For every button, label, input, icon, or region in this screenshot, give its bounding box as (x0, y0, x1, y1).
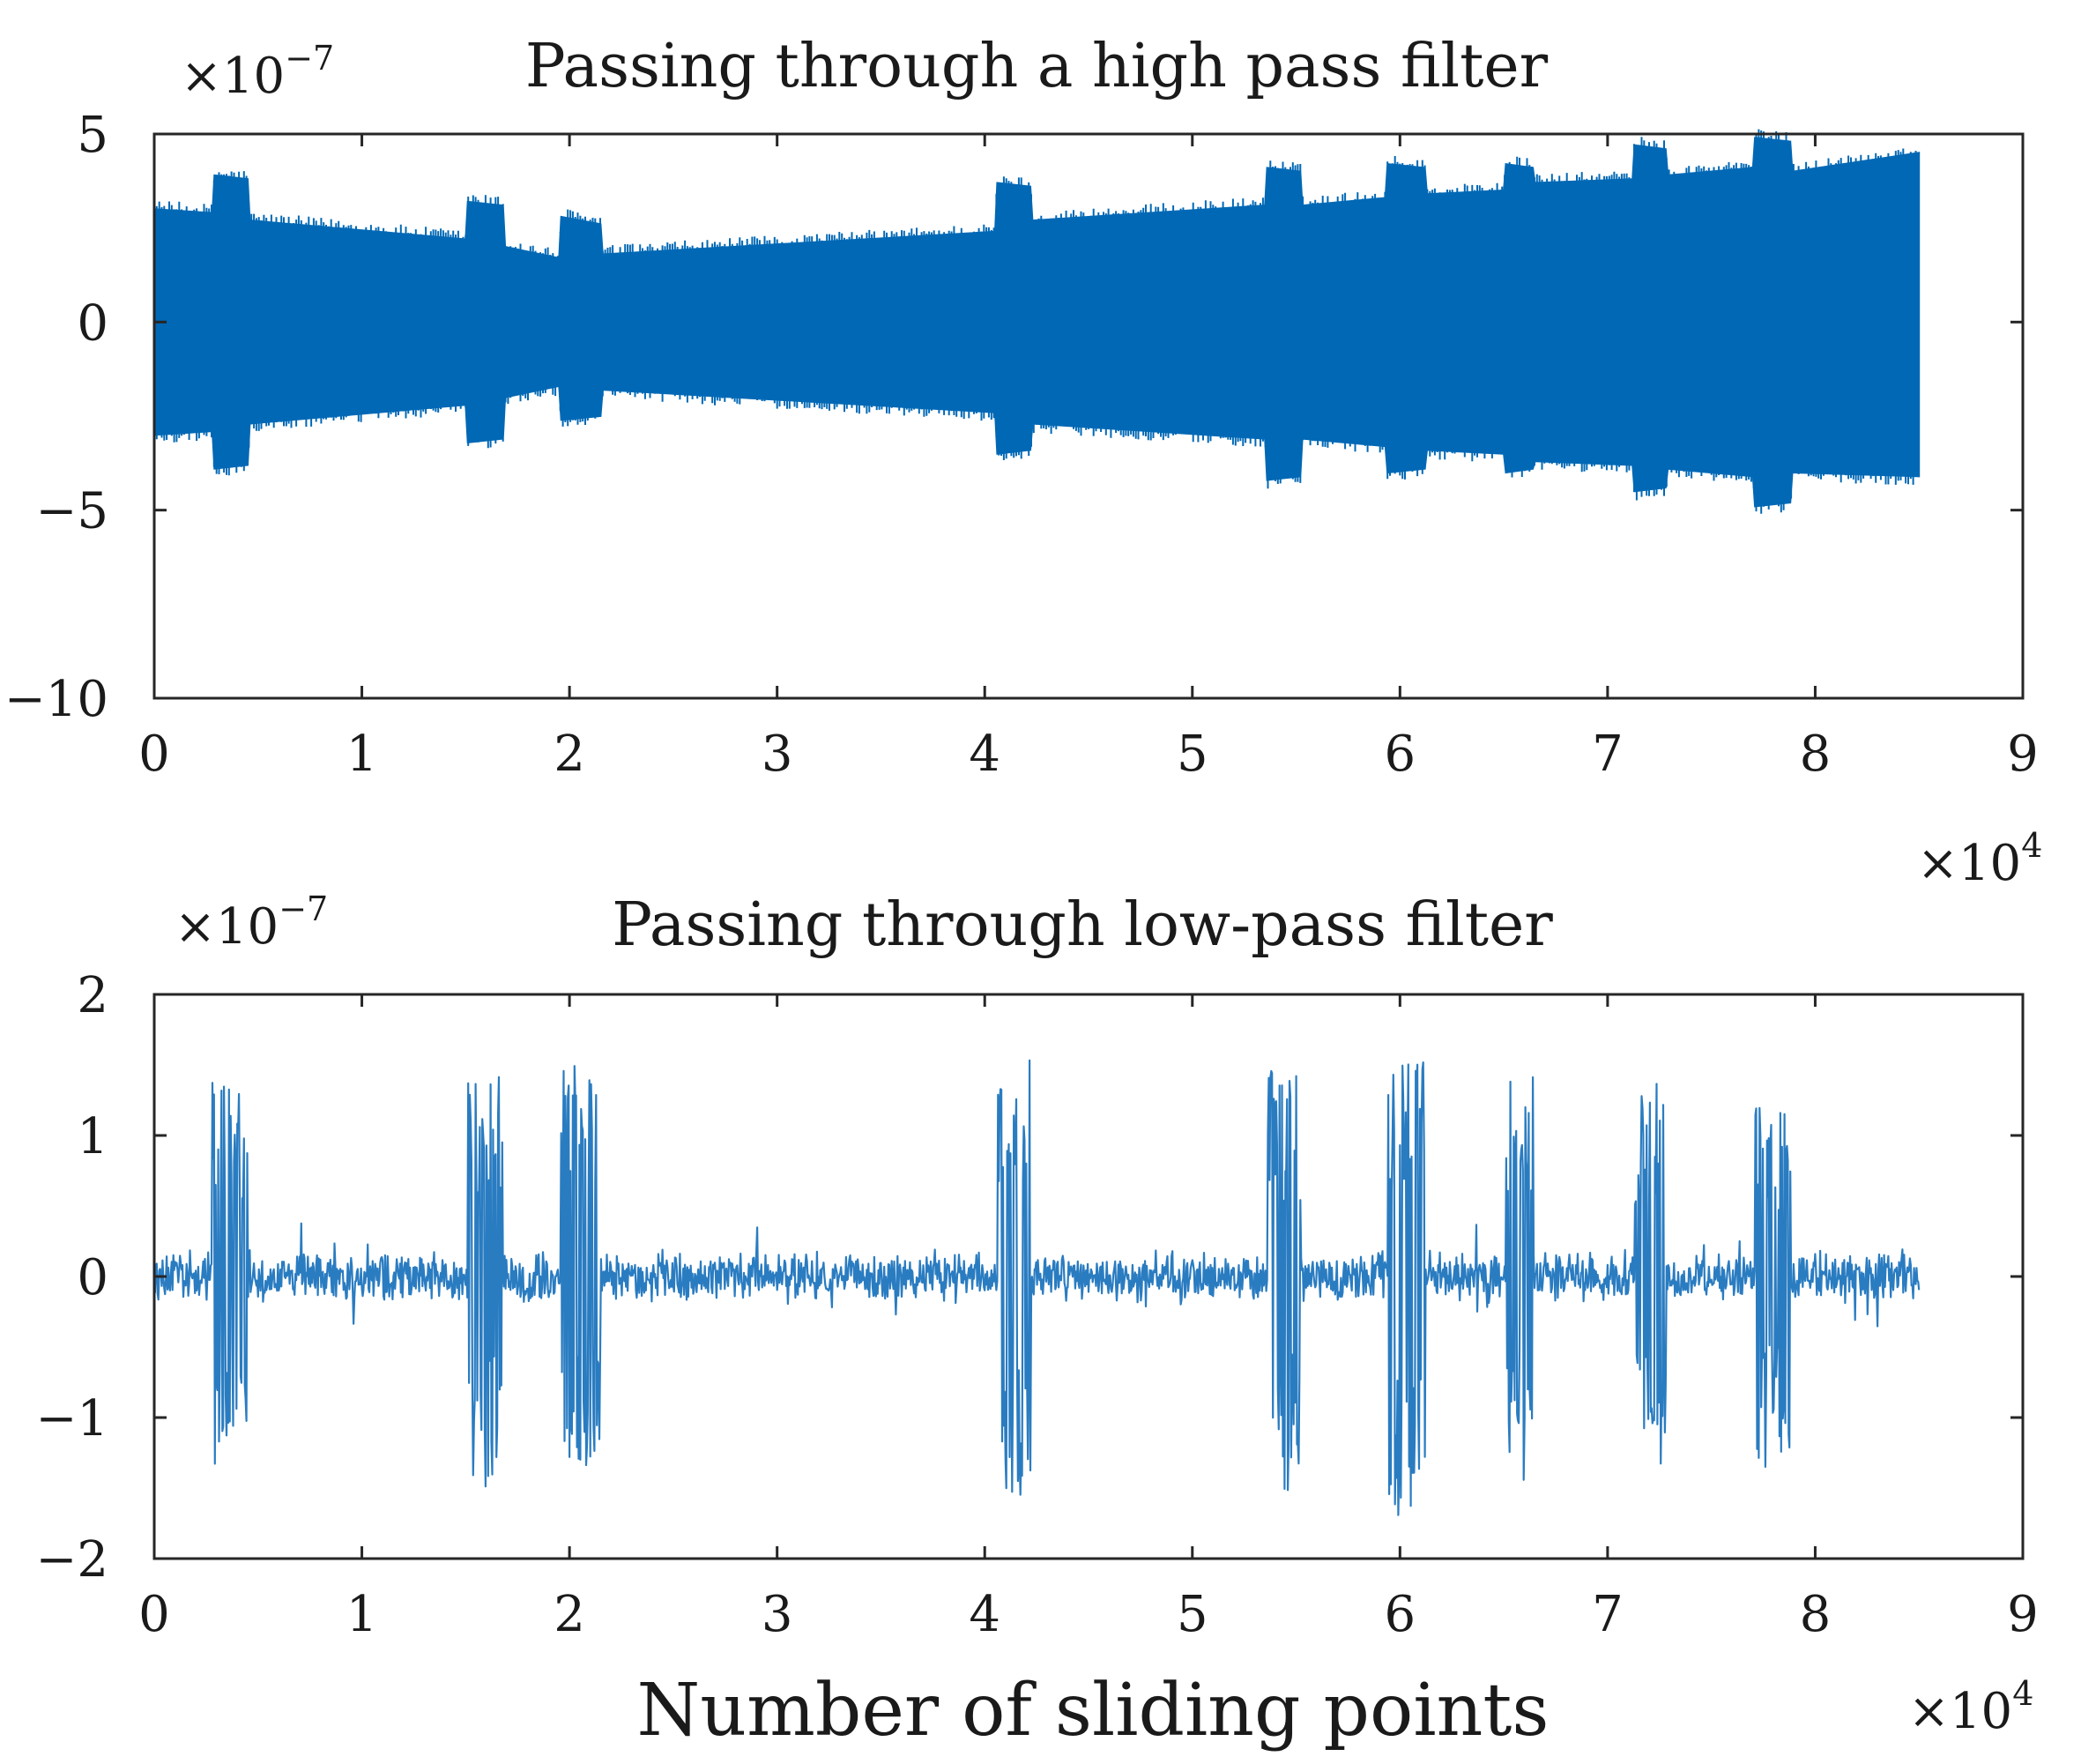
x-tick-label: 3 (762, 726, 793, 783)
x-multiplier-base: ×10 (1908, 1683, 2012, 1740)
axes-frame (152, 132, 2025, 700)
x-multiplier-label: ×104 (1908, 1674, 2033, 1740)
x-tick-label: 1 (346, 726, 378, 783)
x-tick-label: 9 (2007, 726, 2039, 783)
x-tick-label: 5 (1177, 1586, 1208, 1643)
y-tick-label: 0 (77, 294, 108, 352)
y-tick-label: −1 (35, 1390, 108, 1448)
y-multiplier-exponent: −7 (285, 39, 334, 78)
y-tick-label: 2 (77, 967, 108, 1024)
chart-title: Passing through a high pass filter (525, 32, 1549, 101)
x-axis: 0 1 2 3 4 5 6 7 8 9 (138, 134, 2039, 783)
x-tick-label: 6 (1385, 1586, 1416, 1643)
x-tick-label: 7 (1592, 726, 1624, 783)
y-tick-label: −10 (4, 671, 108, 728)
x-multiplier-exponent: 4 (2021, 826, 2042, 865)
y-axis: 2 1 0 −1 −2 (35, 967, 2023, 1589)
y-tick-label: 1 (77, 1108, 108, 1165)
y-tick-label: −2 (35, 1531, 108, 1589)
x-tick-label: 7 (1592, 1586, 1624, 1643)
y-tick-label: 0 (77, 1249, 108, 1306)
y-tick-label: 5 (77, 107, 108, 164)
x-tick-label: 8 (1800, 1586, 1832, 1643)
x-tick-label: 3 (762, 1586, 793, 1643)
chart-low-pass: Passing through low-pass filter ×10−7 ×1… (35, 889, 2038, 1753)
y-multiplier-base: ×10 (181, 48, 285, 105)
x-tick-label: 2 (554, 726, 585, 783)
chart-high-pass: Passing through a high pass filter ×10−7… (4, 32, 2043, 892)
x-tick-label: 0 (138, 726, 170, 783)
x-axis: 0 1 2 3 4 5 6 7 8 9 (138, 994, 2039, 1643)
y-axis: 5 0 −5 −10 (4, 107, 2023, 728)
x-tick-label: 0 (138, 1586, 170, 1643)
x-multiplier-label: ×104 (1917, 826, 2042, 892)
signal-envelope-area (153, 137, 1921, 508)
y-multiplier-exponent: −7 (279, 889, 328, 928)
x-tick-label: 1 (346, 1586, 378, 1643)
x-tick-label: 5 (1177, 726, 1208, 783)
x-multiplier-exponent: 4 (2012, 1674, 2033, 1713)
y-multiplier-label: ×10−7 (181, 39, 334, 105)
x-tick-label: 6 (1385, 726, 1416, 783)
y-multiplier-label: ×10−7 (175, 889, 328, 956)
plot-area (153, 129, 1921, 514)
x-tick-label: 8 (1800, 726, 1832, 783)
x-tick-label: 2 (554, 1586, 585, 1643)
y-tick-label: −5 (35, 483, 108, 540)
chart-title: Passing through low-pass filter (612, 890, 1553, 960)
x-axis-label: Number of sliding points (637, 1669, 1550, 1753)
x-tick-label: 4 (969, 1586, 1000, 1643)
signal-line (152, 1059, 1921, 1516)
x-tick-label: 9 (2007, 1586, 2039, 1643)
x-tick-label: 4 (969, 726, 1000, 783)
y-multiplier-base: ×10 (175, 898, 279, 956)
x-multiplier-base: ×10 (1917, 835, 2021, 892)
